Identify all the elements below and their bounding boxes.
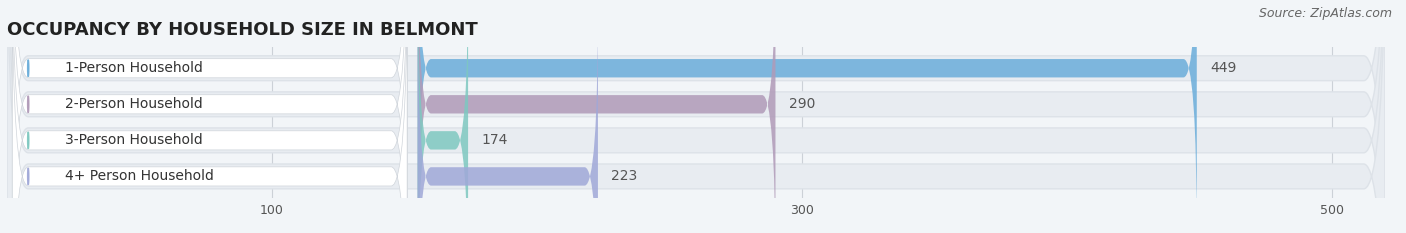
Text: 4+ Person Household: 4+ Person Household [65,169,214,183]
FancyBboxPatch shape [418,0,1197,233]
FancyBboxPatch shape [13,0,408,233]
Text: Source: ZipAtlas.com: Source: ZipAtlas.com [1258,7,1392,20]
FancyBboxPatch shape [7,0,1385,233]
FancyBboxPatch shape [13,0,408,233]
FancyBboxPatch shape [7,0,1385,233]
FancyBboxPatch shape [7,0,1385,233]
FancyBboxPatch shape [7,0,1385,233]
FancyBboxPatch shape [418,0,468,233]
FancyBboxPatch shape [13,0,408,233]
Text: 3-Person Household: 3-Person Household [65,133,202,147]
FancyBboxPatch shape [13,0,408,233]
Text: 223: 223 [612,169,637,183]
Text: 1-Person Household: 1-Person Household [65,61,204,75]
Text: 174: 174 [481,133,508,147]
FancyBboxPatch shape [418,0,776,233]
FancyBboxPatch shape [418,5,598,233]
Text: OCCUPANCY BY HOUSEHOLD SIZE IN BELMONT: OCCUPANCY BY HOUSEHOLD SIZE IN BELMONT [7,21,478,39]
Text: 449: 449 [1211,61,1236,75]
Text: 2-Person Household: 2-Person Household [65,97,202,111]
Text: 290: 290 [789,97,815,111]
